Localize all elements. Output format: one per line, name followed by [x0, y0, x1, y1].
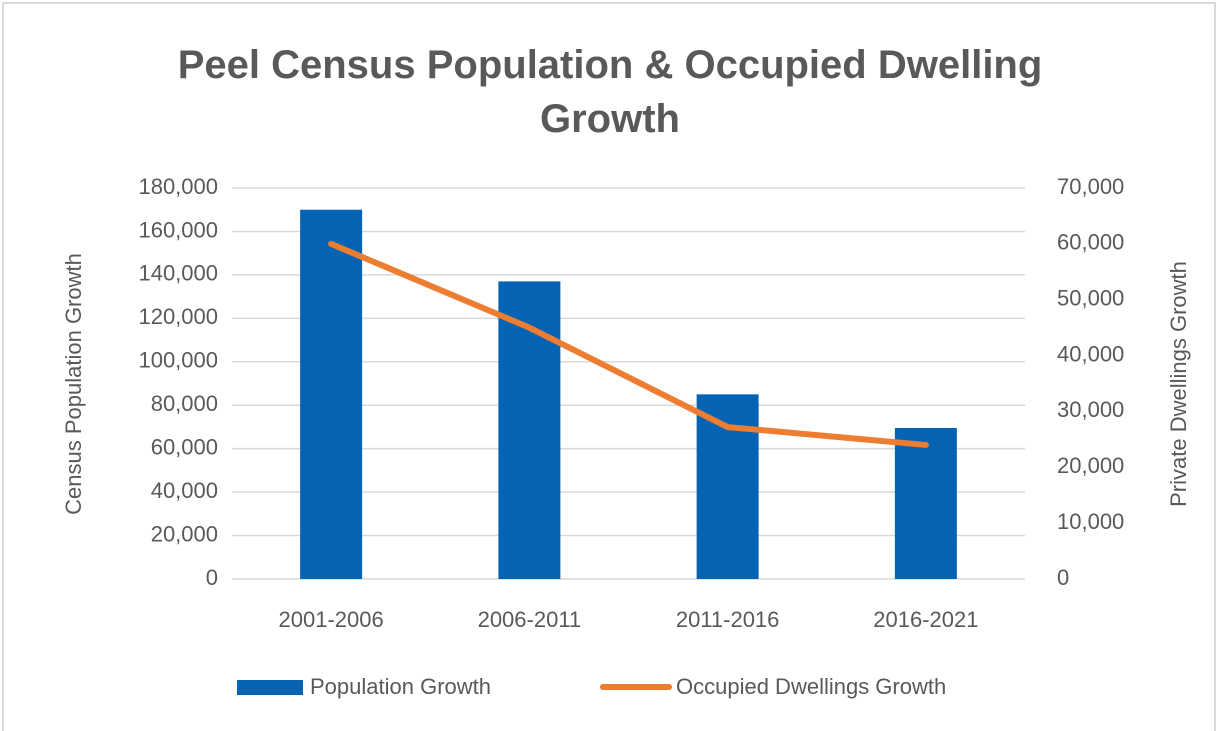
- legend-label: Occupied Dwellings Growth: [676, 674, 946, 699]
- line: [328, 240, 929, 448]
- y-tick-label: 40,000: [151, 478, 218, 503]
- y-tick-label: 160,000: [138, 217, 218, 242]
- y2-tick-label: 30,000: [1057, 397, 1124, 422]
- y2-tick-label: 10,000: [1057, 509, 1124, 534]
- y2-axis-label: Private Dwellings Growth: [1166, 261, 1191, 507]
- y-axis-label: Census Population Growth: [61, 253, 86, 515]
- y2-tick-label: 0: [1057, 565, 1069, 590]
- y2-tick-label: 20,000: [1057, 453, 1124, 478]
- legend-label: Population Growth: [310, 674, 491, 699]
- x-tick-label: 2006-2011: [478, 607, 582, 632]
- y-tick-label: 60,000: [151, 434, 218, 459]
- legend-swatch: [237, 680, 303, 695]
- bar: [894, 428, 957, 579]
- bar: [696, 394, 759, 579]
- y2-tick-label: 70,000: [1057, 174, 1124, 199]
- x-tick-label: 2001-2006: [279, 607, 384, 632]
- y-tick-label: 80,000: [151, 391, 218, 416]
- chart-title: Peel Census Population & Occupied Dwelli…: [177, 43, 1043, 141]
- y2-tick-label: 50,000: [1057, 286, 1124, 311]
- bar: [300, 209, 363, 579]
- x-tick-label: 2011-2016: [676, 607, 780, 632]
- y-tick-label: 180,000: [138, 174, 218, 199]
- y-tick-label: 140,000: [138, 261, 218, 286]
- y2-tick-label: 60,000: [1057, 230, 1124, 255]
- bar: [498, 281, 561, 579]
- y-tick-label: 100,000: [138, 348, 218, 373]
- y2-tick-label: 40,000: [1057, 341, 1124, 366]
- y-tick-label: 20,000: [151, 521, 218, 546]
- y-tick-label: 0: [206, 565, 218, 590]
- y-tick-label: 120,000: [138, 304, 218, 329]
- x-tick-label: 2016-2021: [873, 607, 978, 632]
